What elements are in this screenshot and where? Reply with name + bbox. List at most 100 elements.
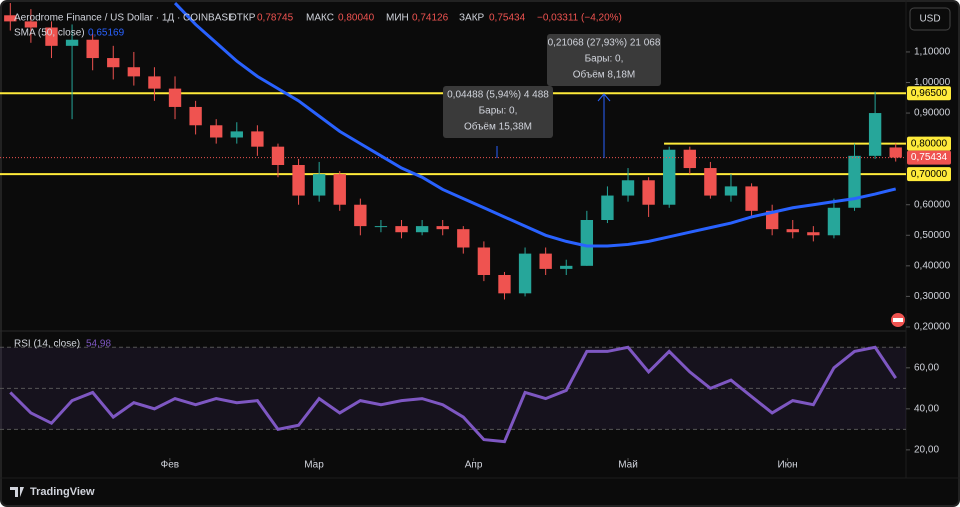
currency[interactable]: USD xyxy=(919,14,940,25)
candle-body xyxy=(786,229,799,233)
currency-button[interactable] xyxy=(909,7,951,31)
high-value: 0,80040 xyxy=(338,13,375,24)
candle-body xyxy=(683,149,696,169)
candle-body xyxy=(354,204,367,227)
candle-body xyxy=(518,253,532,294)
candle-body xyxy=(663,149,676,205)
low-label: МИН xyxy=(386,13,409,24)
candle-body xyxy=(127,67,141,77)
open-label: ОТКР xyxy=(229,13,256,24)
level-label-box xyxy=(907,167,951,182)
candle-body xyxy=(271,146,285,165)
rsi-value: 54,98 xyxy=(86,339,111,350)
candle-body xyxy=(45,27,58,46)
level-label-box xyxy=(907,86,951,101)
level-label: 0,70000 xyxy=(911,169,948,180)
last-price-box xyxy=(907,150,951,165)
last-price-label: 0,75434 xyxy=(911,152,948,163)
candle-body xyxy=(868,113,882,156)
x-tick-label: Апр xyxy=(465,460,483,471)
candle-body xyxy=(86,39,99,59)
y-tick-label: 0,40000 xyxy=(914,260,951,271)
candle-body xyxy=(189,106,202,126)
candle-body xyxy=(621,180,635,196)
candle-body xyxy=(415,226,429,233)
sma-label: SMA (50, close) xyxy=(14,28,85,39)
candle-body xyxy=(230,131,243,138)
measure-text: Объём 15,38M xyxy=(464,121,532,133)
y-tick-label: 0,50000 xyxy=(914,230,951,241)
symbol: Aerodrome Finance / US Dollar · 1Д · COI… xyxy=(14,13,235,24)
close-value: 0,75434 xyxy=(489,13,526,24)
candle-body xyxy=(168,88,182,107)
candle-body xyxy=(251,131,264,147)
high-label: МАКС xyxy=(306,13,334,24)
candle-body xyxy=(498,275,511,294)
candle-body xyxy=(642,180,655,205)
measure-text: 0,21068 (27,93%) 21 068 xyxy=(548,38,661,49)
candle-body xyxy=(395,226,408,233)
alert-icon-bar xyxy=(893,318,903,322)
candle-body xyxy=(601,195,614,220)
close-label: ЗАКР xyxy=(459,13,485,24)
candle-body xyxy=(65,39,79,46)
candle-body xyxy=(704,168,717,196)
candle-body xyxy=(807,232,820,236)
candle-body xyxy=(457,229,470,248)
measure-text: Объём 8,18M xyxy=(573,69,635,81)
level-label: 0,96500 xyxy=(911,88,948,99)
candle-body xyxy=(765,210,779,230)
brand-logo xyxy=(10,487,24,497)
y-tick-label: 0,30000 xyxy=(914,291,951,302)
candle-body xyxy=(889,147,902,158)
candle-body xyxy=(24,21,38,28)
candle-body xyxy=(436,226,449,230)
candle-body xyxy=(374,226,388,228)
candle-body xyxy=(292,165,305,196)
candle-body xyxy=(107,58,120,68)
y-tick-label: 20,00 xyxy=(914,445,939,456)
candle-body xyxy=(560,265,573,269)
rsi-label: RSI (14, close) xyxy=(14,339,80,350)
measure-text: Бары: 0, xyxy=(585,54,624,65)
y-tick-label: 0,60000 xyxy=(914,199,951,210)
candle-body xyxy=(745,186,758,211)
measure-text: 0,04488 (5,94%) 4 488 xyxy=(447,90,549,101)
y-tick-label: 0,90000 xyxy=(914,108,951,119)
y-tick-label: 0,20000 xyxy=(914,322,951,333)
level-label: 0,80000 xyxy=(911,138,948,149)
candle-body xyxy=(4,15,17,22)
candle-body xyxy=(210,125,223,138)
open-value: 0,78745 xyxy=(257,13,294,24)
sma-line xyxy=(173,2,897,248)
measure-text: Бары: 0, xyxy=(479,106,518,117)
x-tick-label: Фев xyxy=(161,460,179,471)
y-tick-label: 40,00 xyxy=(914,403,939,414)
candle-body xyxy=(848,155,861,208)
x-tick-label: Май xyxy=(618,460,638,471)
brand: TradingView xyxy=(30,486,95,498)
rsi-line xyxy=(9,345,897,444)
candle-body xyxy=(580,220,594,266)
low-value: 0,74126 xyxy=(412,13,449,24)
candle-body xyxy=(312,174,326,196)
level-label-box xyxy=(907,136,951,151)
measure-box xyxy=(443,86,553,138)
candle-body xyxy=(827,207,841,236)
candle-body xyxy=(148,76,161,89)
change: −0,03311 (−4,20%) xyxy=(537,13,622,24)
y-tick-label: 1,10000 xyxy=(914,47,951,58)
x-tick-label: Мар xyxy=(304,460,324,471)
candle-body xyxy=(539,253,552,269)
arrow-head xyxy=(597,93,611,102)
candle-body xyxy=(333,174,346,205)
y-tick-label: 60,00 xyxy=(914,362,939,373)
y-tick-label: 1,00000 xyxy=(914,77,951,88)
measure-box xyxy=(547,34,661,86)
candle-body xyxy=(724,186,738,196)
sma-value: 0,65169 xyxy=(88,28,125,39)
candle-body xyxy=(477,247,491,275)
x-tick-label: Июн xyxy=(777,460,797,471)
plot-layer: 0,20000 0,30000 0,40000 0,50000 0,60000 0,900… xyxy=(0,2,951,471)
